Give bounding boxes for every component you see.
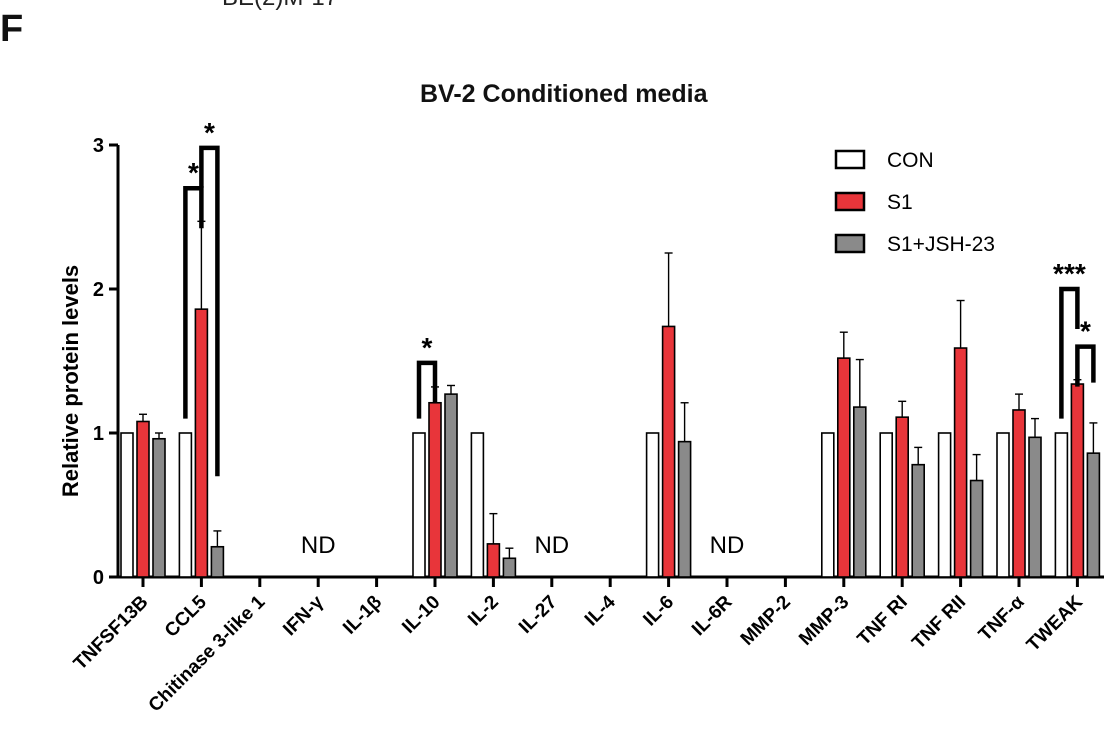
bar-s1: [428, 401, 442, 578]
x-tick-label: TNFSF13B: [70, 592, 153, 675]
significance-bracket: [1059, 286, 1080, 419]
bar-s1: [1012, 409, 1026, 578]
bar-s1: [486, 543, 501, 578]
nd-label: ND: [534, 532, 569, 559]
significance-label: *: [1080, 316, 1091, 347]
bar-s1-jsh-23: [911, 463, 926, 578]
x-tick-label: TNF-α: [975, 591, 1029, 645]
x-tick-label: IFN-γ: [279, 591, 328, 640]
y-tick-label: 0: [93, 567, 104, 589]
x-tick-label: IL-6: [639, 592, 678, 631]
bar-s1-jsh-23: [1028, 436, 1042, 578]
x-tick-label: IL-4: [581, 591, 620, 630]
x-tick-label: TNF RII: [908, 592, 970, 654]
bar-con: [178, 432, 193, 578]
bar-s1: [661, 325, 676, 578]
bar-con: [937, 432, 952, 578]
y-axis-label: Relative protein levels: [58, 265, 83, 497]
y-tick-label: 1: [93, 423, 104, 445]
legend-swatch-s1-jsh-23: [834, 233, 866, 254]
x-tick-label: TNF RI: [854, 592, 912, 650]
x-tick-label: CCL5: [161, 591, 211, 641]
significance-label: *: [188, 157, 199, 188]
x-tick-label: MMP-2: [737, 592, 795, 650]
significance-bracket: [199, 145, 220, 477]
bar-con: [645, 432, 660, 578]
bar-s1-jsh-23: [1086, 452, 1101, 578]
bar-s1: [953, 347, 968, 578]
bar-s1-jsh-23: [969, 479, 984, 578]
significance-label: *: [204, 117, 215, 148]
bar-s1: [136, 420, 150, 578]
bar-con: [412, 432, 426, 578]
bar-con: [1054, 432, 1069, 578]
panel-label: F: [0, 8, 24, 50]
bar-s1-jsh-23: [152, 437, 166, 578]
legend-swatch-con: [834, 149, 866, 170]
bar-con: [820, 432, 835, 578]
bar-s1: [194, 308, 209, 578]
bar-s1: [836, 357, 851, 578]
x-tick-label: IL-27: [515, 592, 561, 638]
bar-s1-jsh-23: [677, 440, 692, 578]
significance-bracket: [416, 360, 438, 419]
y-tick-label: 3: [93, 135, 104, 157]
x-tick-label: IL-1β: [339, 592, 386, 639]
x-tick-label: IL-2: [464, 592, 503, 631]
legend-label: CON: [887, 149, 934, 172]
x-tick-label: TWEAK: [1023, 591, 1087, 655]
legend-label: S1: [887, 191, 913, 214]
significance-label: *: [422, 332, 433, 363]
error-bars: [139, 220, 1098, 559]
significance-label: ***: [1053, 258, 1086, 289]
legend-swatch-s1: [834, 191, 866, 212]
bar-s1-jsh-23: [502, 557, 517, 578]
significance-brackets: *******: [183, 117, 1096, 477]
bar-s1-jsh-23: [444, 393, 458, 578]
significance-bracket: [1075, 344, 1096, 387]
legend-label: S1+JSH-23: [887, 233, 995, 256]
legend: CON S1 S1+JSH-23: [834, 149, 995, 256]
significance-bracket: [183, 185, 204, 419]
bars: [120, 308, 1101, 578]
bar-con: [120, 432, 134, 578]
nd-label: ND: [710, 532, 745, 559]
bar-con: [470, 432, 485, 578]
bar-s1: [1070, 383, 1085, 578]
bar-con: [996, 432, 1010, 578]
bar-con: [879, 432, 894, 578]
bar-s1: [895, 416, 910, 578]
previous-panel-text: BE(2)M-17: [222, 0, 338, 12]
y-tick-label: 2: [93, 279, 104, 301]
x-tick-label: IL-10: [398, 592, 444, 638]
x-tick-label: IL-6R: [688, 591, 737, 640]
nd-label: ND: [301, 532, 336, 559]
bar-s1-jsh-23: [852, 406, 867, 578]
x-tick-label: MMP-3: [795, 592, 853, 650]
chart-title: BV-2 Conditioned media: [420, 80, 708, 108]
bar-s1-jsh-23: [210, 545, 225, 578]
